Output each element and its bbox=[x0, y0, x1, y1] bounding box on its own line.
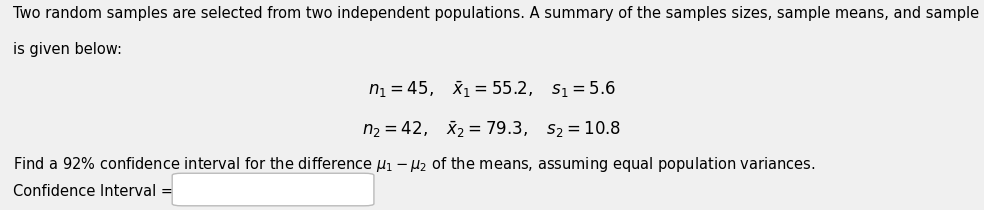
Text: Confidence Interval =: Confidence Interval = bbox=[13, 184, 177, 199]
Text: Two random samples are selected from two independent populations. A summary of t: Two random samples are selected from two… bbox=[13, 6, 984, 21]
Text: $n_1 = 45, \quad \bar{x}_1 = 55.2, \quad s_1 = 5.6$: $n_1 = 45, \quad \bar{x}_1 = 55.2, \quad… bbox=[368, 80, 616, 100]
Text: Find a 92% confidence interval for the difference $\mu_1 - \mu_2$ of the means, : Find a 92% confidence interval for the d… bbox=[13, 155, 816, 174]
Text: is given below:: is given below: bbox=[13, 42, 122, 57]
Text: $n_2 = 42, \quad \bar{x}_2 = 79.3, \quad s_2 = 10.8$: $n_2 = 42, \quad \bar{x}_2 = 79.3, \quad… bbox=[362, 120, 622, 140]
FancyBboxPatch shape bbox=[172, 173, 374, 206]
